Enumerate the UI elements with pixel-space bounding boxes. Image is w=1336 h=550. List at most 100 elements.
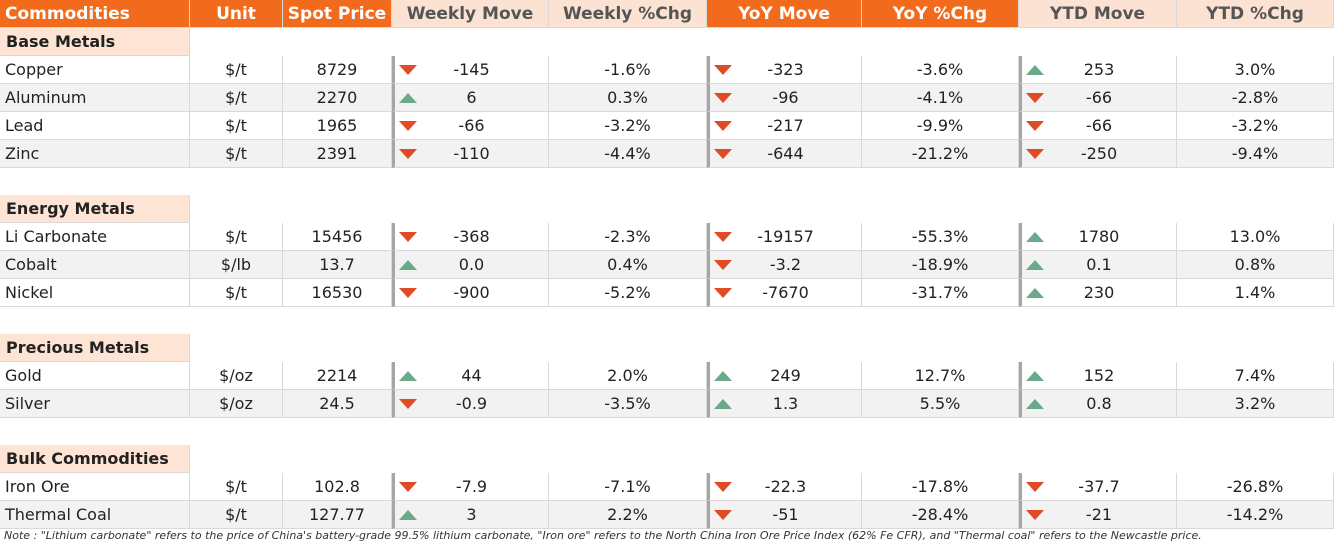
trend-arrow	[1026, 121, 1044, 131]
cell: $/t	[190, 223, 283, 251]
cell: 3.2%	[1177, 390, 1334, 418]
trend-arrow	[714, 65, 732, 75]
cell: 2391	[283, 140, 392, 168]
cell: 0.8%	[1177, 251, 1334, 279]
cell: 1965	[283, 112, 392, 140]
header-cell: YoY Move	[707, 0, 862, 28]
cell: -9.9%	[862, 112, 1019, 140]
trend-arrow	[714, 371, 732, 381]
cell: 0.8	[1019, 390, 1177, 418]
trend-arrow	[399, 510, 417, 520]
cell: 253	[1019, 56, 1177, 84]
trend-arrow	[399, 482, 417, 492]
cell: 0.1	[1019, 251, 1177, 279]
section-title: Energy Metals	[0, 195, 190, 223]
cell: 16530	[283, 279, 392, 307]
trend-arrow	[1026, 371, 1044, 381]
cell: -3.2%	[549, 112, 707, 140]
trend-arrow	[714, 482, 732, 492]
trend-arrow	[1026, 288, 1044, 298]
cell: -7670	[707, 279, 862, 307]
trend-arrow	[399, 399, 417, 409]
cell: -21	[1019, 501, 1177, 529]
trend-arrow	[1026, 149, 1044, 159]
cell: $/t	[190, 112, 283, 140]
commodity-name: Gold	[0, 362, 190, 390]
commodity-name: Silver	[0, 390, 190, 418]
cell: 5.5%	[862, 390, 1019, 418]
cell: -21.2%	[862, 140, 1019, 168]
trend-arrow	[714, 399, 732, 409]
trend-arrow	[399, 65, 417, 75]
cell: 3.0%	[1177, 56, 1334, 84]
commodity-name: Thermal Coal	[0, 501, 190, 529]
trend-arrow	[399, 371, 417, 381]
cell: -7.9	[392, 473, 549, 501]
cell: 2.2%	[549, 501, 707, 529]
header-cell: Weekly Move	[392, 0, 549, 28]
trend-arrow	[1026, 65, 1044, 75]
cell: -55.3%	[862, 223, 1019, 251]
trend-arrow	[1026, 93, 1044, 103]
header-cell: Weekly %Chg	[549, 0, 707, 28]
cell: 7.4%	[1177, 362, 1334, 390]
commodity-name: Li Carbonate	[0, 223, 190, 251]
cell: 1.4%	[1177, 279, 1334, 307]
cell: -5.2%	[549, 279, 707, 307]
trend-arrow	[1026, 232, 1044, 242]
trend-arrow	[714, 232, 732, 242]
cell: $/lb	[190, 251, 283, 279]
cell: -2.8%	[1177, 84, 1334, 112]
trend-arrow	[714, 93, 732, 103]
trend-arrow	[714, 260, 732, 270]
cell: 13.0%	[1177, 223, 1334, 251]
trend-arrow	[399, 121, 417, 131]
cell: 3	[392, 501, 549, 529]
trend-arrow	[399, 149, 417, 159]
header-cell: YTD %Chg	[1177, 0, 1334, 28]
cell: 127.77	[283, 501, 392, 529]
cell: 13.7	[283, 251, 392, 279]
trend-arrow	[1026, 399, 1044, 409]
note: Note : "Lithium carbonate" refers to the…	[4, 529, 1202, 542]
cell: 2.0%	[549, 362, 707, 390]
trend-arrow	[714, 121, 732, 131]
section-title: Base Metals	[0, 28, 190, 56]
trend-arrow	[1026, 510, 1044, 520]
cell: -51	[707, 501, 862, 529]
commodity-name: Copper	[0, 56, 190, 84]
cell: -31.7%	[862, 279, 1019, 307]
cell: -0.9	[392, 390, 549, 418]
cell: $/t	[190, 501, 283, 529]
cell: $/t	[190, 279, 283, 307]
section-title: Bulk Commodities	[0, 445, 190, 473]
cell: 8729	[283, 56, 392, 84]
trend-arrow	[399, 288, 417, 298]
cell: -4.4%	[549, 140, 707, 168]
trend-arrow	[1026, 260, 1044, 270]
cell: -3.2%	[1177, 112, 1334, 140]
cell: 1780	[1019, 223, 1177, 251]
cell: -9.4%	[1177, 140, 1334, 168]
header-cell: Commodities	[0, 0, 190, 28]
cell: $/t	[190, 84, 283, 112]
commodity-name: Aluminum	[0, 84, 190, 112]
cell: 24.5	[283, 390, 392, 418]
cell: -250	[1019, 140, 1177, 168]
cell: -2.3%	[549, 223, 707, 251]
cell: 230	[1019, 279, 1177, 307]
cell: $/t	[190, 56, 283, 84]
trend-arrow	[399, 232, 417, 242]
cell: -26.8%	[1177, 473, 1334, 501]
trend-arrow	[714, 510, 732, 520]
cell: -900	[392, 279, 549, 307]
cell: -19157	[707, 223, 862, 251]
cell: 2214	[283, 362, 392, 390]
cell: -14.2%	[1177, 501, 1334, 529]
cell: -18.9%	[862, 251, 1019, 279]
cell: -368	[392, 223, 549, 251]
trend-arrow	[714, 149, 732, 159]
cell: -66	[392, 112, 549, 140]
cell: 0.4%	[549, 251, 707, 279]
